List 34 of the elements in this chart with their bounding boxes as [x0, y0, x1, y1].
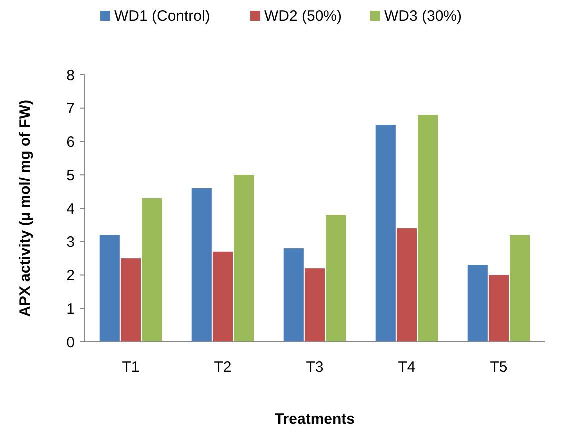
bar	[304, 268, 326, 342]
x-tick-label: T3	[306, 359, 324, 376]
bar	[418, 115, 438, 342]
y-tick-label: 8	[66, 67, 75, 84]
bar	[284, 248, 304, 342]
x-tick-label: T5	[490, 359, 508, 376]
y-tick-label: 3	[66, 234, 75, 252]
bar	[100, 235, 120, 342]
bar	[326, 215, 346, 342]
y-tick-label: 4	[66, 200, 75, 218]
y-tick-label: 7	[66, 100, 75, 118]
x-axis-title: Treatments	[274, 411, 356, 428]
legend-label: WD2 (50%)	[264, 8, 342, 25]
bar	[376, 125, 396, 342]
y-tick-label: 1	[66, 300, 75, 318]
x-tick-label: T1	[122, 359, 140, 376]
bar	[120, 258, 142, 342]
x-tick-label: T2	[214, 359, 232, 376]
legend-label: WD1 (Control)	[114, 8, 210, 25]
bar	[234, 175, 254, 342]
bar	[510, 235, 530, 342]
bar	[488, 275, 510, 342]
y-tick-label: 0	[66, 334, 75, 352]
y-tick-label: 6	[66, 134, 75, 151]
y-axis-title: APX activity (µ mol/ mg of FW)	[17, 100, 34, 317]
legend-label: WD3 (30%)	[384, 8, 462, 25]
bar	[468, 265, 488, 342]
y-tick-label: 5	[66, 167, 75, 184]
bar	[212, 252, 234, 342]
bar	[142, 198, 162, 342]
y-tick-label: 2	[66, 268, 75, 284]
x-tick-label: T4	[398, 359, 416, 376]
bar	[396, 228, 418, 342]
bar	[192, 188, 212, 342]
